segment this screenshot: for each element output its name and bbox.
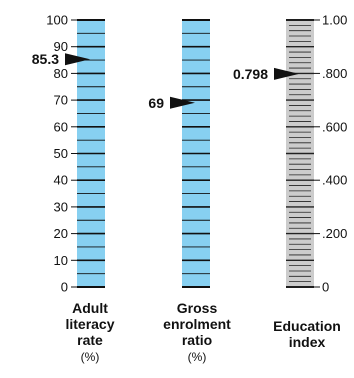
education-index-tick-label: .600 — [322, 119, 347, 134]
adult-literacy-label-line: Adult — [72, 300, 108, 316]
education-index-tick-label: .200 — [322, 226, 347, 241]
adult-literacy-tick-label: 20 — [54, 226, 68, 241]
adult-literacy-tick-label: 70 — [54, 93, 68, 108]
education-index-tick-label: .400 — [322, 173, 347, 188]
adult-literacy-label-line: rate — [77, 332, 103, 348]
adult-literacy-tick-label: 50 — [54, 146, 68, 161]
gross-enrolment-value-marker — [170, 96, 195, 109]
education-index-tick-label: 0 — [322, 280, 329, 295]
education-index-label-line: index — [288, 334, 326, 350]
adult-literacy-value-label: 85.3 — [32, 51, 59, 67]
adult-literacy-tick-label: 60 — [54, 119, 68, 134]
adult-literacy-tick-label: 40 — [54, 173, 68, 188]
education-index-tick-label: .800 — [322, 66, 347, 81]
adult-literacy-tick-label: 30 — [54, 199, 68, 214]
education-index-tick-label: 1.00 — [322, 13, 347, 28]
gross-enrolment-value-label: 69 — [148, 95, 164, 111]
education-index-value-marker — [274, 67, 299, 80]
education-index-label: Education index — [262, 318, 352, 350]
adult-literacy-tick-label: 10 — [54, 253, 68, 268]
adult-literacy-label: Adult literacy rate — [55, 300, 125, 348]
adult-literacy-tick-label: 90 — [54, 39, 68, 54]
gross-enrolment-unit: (%) — [187, 350, 207, 364]
gross-enrolment-label: Gross enrolment ratio — [152, 300, 242, 348]
education-index-label-line: Education — [273, 318, 341, 334]
gross-enrolment-label-line: enrolment — [163, 316, 231, 332]
adult-literacy-tick-label: 0 — [61, 280, 68, 295]
adult-literacy-tick-label: 100 — [46, 13, 68, 28]
adult-literacy-tick-label: 80 — [54, 66, 68, 81]
adult-literacy-label-line: literacy — [65, 316, 115, 332]
gross-enrolment-label-line: Gross — [176, 300, 218, 316]
adult-literacy-value-marker — [65, 53, 90, 66]
gross-enrolment-label-line: ratio — [181, 332, 213, 348]
education-index-value-label: 0.798 — [233, 66, 268, 82]
adult-literacy-unit: (%) — [80, 350, 100, 364]
